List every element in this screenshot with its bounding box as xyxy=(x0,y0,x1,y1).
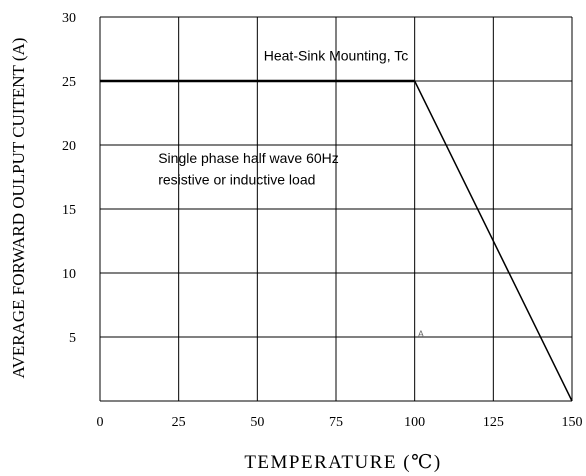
x-axis-label: TEMPERATURE (℃) xyxy=(244,452,441,473)
y-tick-label: 10 xyxy=(62,267,76,282)
x-tick-label: 100 xyxy=(404,415,425,430)
x-tick-label: 0 xyxy=(97,415,104,430)
series-layer xyxy=(100,79,573,402)
annotation-0: Heat-Sink Mounting, Tc xyxy=(264,48,408,64)
annotation-3: A xyxy=(418,329,424,339)
grid-lines xyxy=(99,16,573,402)
y-tick-labels: 5 10 15 20 25 30 xyxy=(62,11,76,346)
x-tick-label: 125 xyxy=(483,415,504,430)
x-tick-label: 150 xyxy=(562,415,583,430)
y-tick-label: 30 xyxy=(62,11,76,26)
y-axis-label: AVERAGE FORWARD OULPUT CUITENT (A) xyxy=(9,38,28,379)
annotations-layer: Heat-Sink Mounting, Tc Single phase half … xyxy=(158,48,424,339)
annotation-1: Single phase half wave 60Hz xyxy=(158,150,339,166)
x-tick-labels: 0 25 50 75 100 125 150 xyxy=(97,415,583,430)
annotation-2: resistive or inductive load xyxy=(158,172,315,188)
x-tick-label: 50 xyxy=(250,415,264,430)
x-tick-label: 75 xyxy=(329,415,343,430)
y-tick-label: 25 xyxy=(62,75,76,90)
y-tick-label: 15 xyxy=(62,203,76,218)
x-tick-label: 25 xyxy=(172,415,186,430)
y-tick-label: 5 xyxy=(69,331,76,346)
y-tick-label: 20 xyxy=(62,139,76,154)
